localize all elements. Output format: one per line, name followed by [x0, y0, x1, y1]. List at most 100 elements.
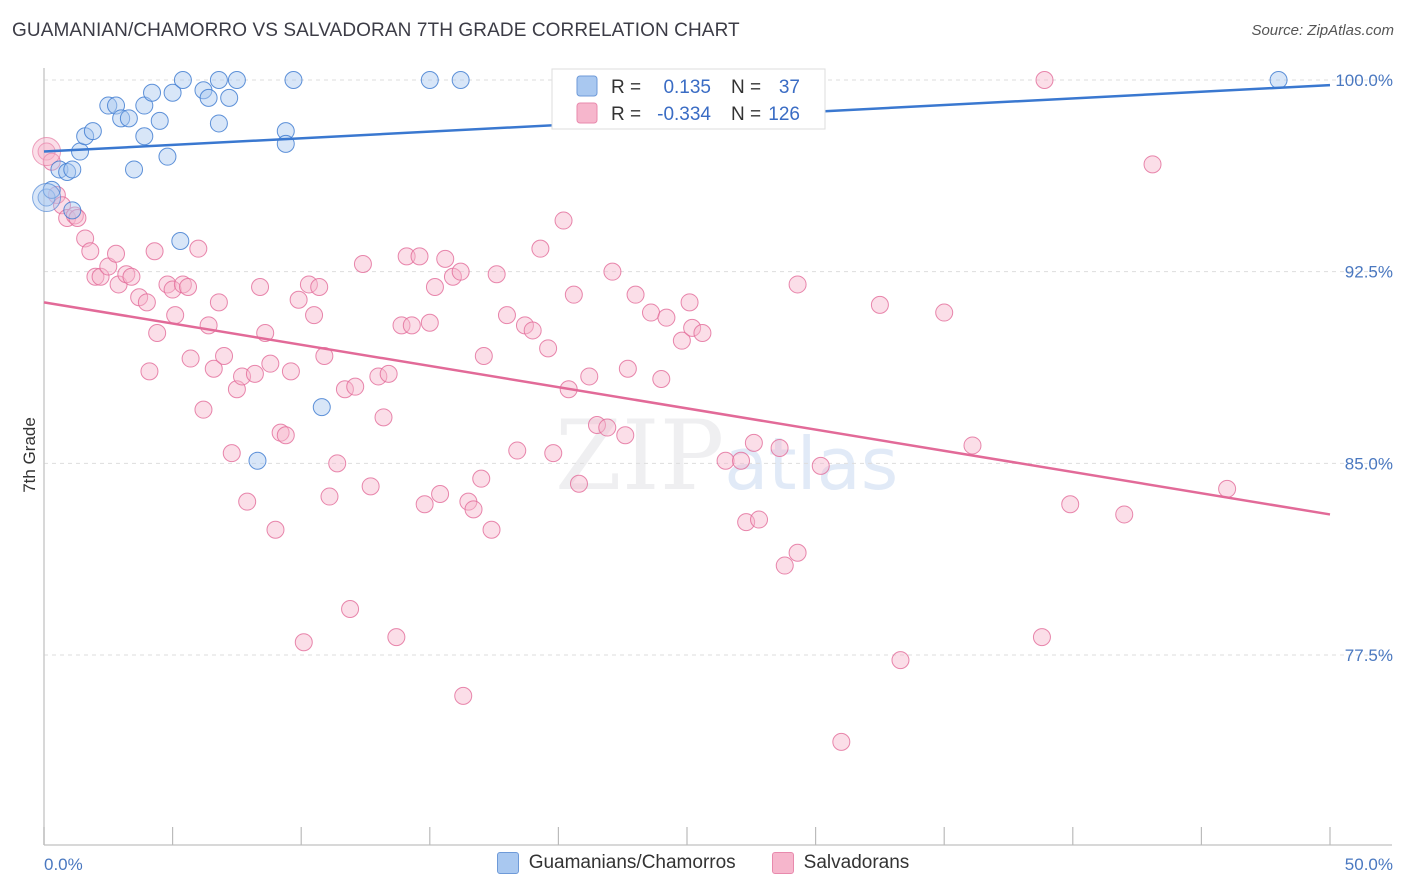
- salvadorans-point-57: [361, 477, 380, 496]
- salvadorans-point-30: [204, 359, 223, 378]
- salvadorans-point-100: [657, 308, 676, 327]
- legend-n-label-2: N =: [731, 104, 761, 125]
- source-credit: Source: ZipAtlas.com: [1251, 22, 1394, 39]
- salvadorans-point-52: [328, 454, 347, 473]
- y-tick-label-2: 92.5%: [1345, 263, 1393, 282]
- salvadorans-point-22: [163, 280, 182, 299]
- salvadorans-point-102: [680, 293, 699, 312]
- salvadorans-point-47: [299, 275, 318, 294]
- salvadorans-point-31: [209, 293, 228, 312]
- salvadorans-point-84: [531, 239, 550, 258]
- guamanians-point-26: [220, 88, 239, 107]
- salvadorans-point-66: [415, 495, 434, 514]
- salvadorans-point-55: [346, 377, 365, 396]
- salvadorans-point-8: [81, 242, 100, 261]
- salvadorans-point-37: [245, 364, 264, 383]
- guamanians-point-3: [58, 163, 77, 181]
- guamanians-point-27: [227, 71, 246, 89]
- legend-blue-swatch: [576, 75, 598, 97]
- salvadorans-point-85: [539, 339, 558, 358]
- chart-title: GUAMANIAN/CHAMORRO VS SALVADORAN 7TH GRA…: [12, 20, 740, 41]
- salvadorans-point-97: [626, 285, 645, 304]
- watermark: ZIPatlas: [555, 400, 898, 512]
- salvadorans-point-83: [523, 321, 542, 340]
- salvadorans-point-60: [379, 364, 398, 383]
- salvadorans-point-64: [402, 316, 421, 335]
- salvadorans-point-80: [497, 306, 516, 325]
- salvadorans-point-58: [369, 367, 388, 386]
- salvadorans-point-120: [1032, 628, 1051, 647]
- legend-n-value-1: 37: [779, 77, 800, 98]
- salvadorans-point-96: [618, 359, 637, 378]
- salvadorans-point-18: [140, 362, 159, 381]
- legend-item-guamanians[interactable]: Guamanians/Chamorros: [496, 852, 736, 874]
- guamanians-point-17: [150, 111, 169, 130]
- salvadorans-swatch: [771, 852, 794, 874]
- salvadorans-point-87: [554, 211, 573, 230]
- salvadorans-point-5: [65, 206, 84, 225]
- salvadorans-point-21: [158, 275, 177, 294]
- salvadorans-point-72: [451, 262, 470, 281]
- salvadorans-point-125: [1218, 479, 1237, 498]
- salvadorans-point-89: [564, 285, 583, 304]
- salvadorans-point-19: [145, 242, 164, 261]
- guamanians-swatch: [496, 852, 519, 874]
- guamanians-point-21: [173, 71, 192, 89]
- salvadorans-point-53: [335, 380, 354, 399]
- salvadorans-trend-line: [43, 301, 1331, 516]
- salvadorans-point-26: [181, 349, 200, 368]
- legend-r-value-2: -0.334: [657, 104, 711, 125]
- salvadorans-point-69: [431, 485, 450, 503]
- guamanians-point-20: [171, 232, 190, 250]
- gridlines: [44, 79, 1392, 656]
- salvadorans-point-56: [353, 255, 372, 273]
- guamanians-point-24: [209, 71, 228, 89]
- salvadorans-point-99: [652, 370, 671, 388]
- salvadorans-point-117: [891, 651, 910, 670]
- salvadorans-point-116: [870, 295, 889, 314]
- salvadorans-point-40: [261, 354, 280, 373]
- salvadorans-point-51: [320, 487, 339, 506]
- legend-r-label-1: R =: [611, 77, 641, 98]
- salvadorans-point-38: [251, 278, 270, 296]
- salvadorans-point-91: [580, 367, 599, 386]
- guamanians-point-14: [135, 127, 154, 146]
- legend-item-salvadorans[interactable]: Salvadorans: [771, 852, 909, 874]
- salvadorans-point-32: [215, 347, 234, 365]
- salvadorans-point-90: [569, 474, 588, 493]
- salvadorans-point-86: [544, 444, 563, 463]
- salvadorans-point-23: [166, 306, 185, 325]
- salvadorans-point-103: [683, 318, 702, 337]
- stats-legend: R = 0.135 N = 37 R = -0.334 N = 126: [551, 68, 826, 130]
- legend-n-value-2: 126: [768, 104, 800, 125]
- salvadorans-point-68: [425, 278, 444, 296]
- y-tick-label-3: 100.0%: [1335, 71, 1393, 90]
- x-tick-labels: 0.0% 50.0%: [44, 855, 1393, 874]
- guamanians-point-18: [158, 147, 177, 166]
- salvadorans-point-49: [310, 278, 329, 296]
- legend-r-value-1: 0.135: [663, 77, 711, 98]
- guamanians-point-8: [83, 122, 102, 141]
- guamanians-point-6: [71, 142, 90, 161]
- salvadorans-point-2: [47, 186, 66, 204]
- guamanians-point-1: [42, 180, 61, 199]
- salvadorans-point-101: [672, 331, 691, 350]
- salvadorans-point-122: [1061, 495, 1080, 514]
- salvadorans-point-14: [117, 265, 136, 284]
- guamanians-point-4: [63, 160, 82, 179]
- x-tick-label-0: 0.0%: [44, 855, 83, 874]
- salvadorans-point-41: [266, 520, 285, 539]
- legend-n-label-1: N =: [731, 77, 761, 98]
- salvadorans-point-73: [454, 686, 473, 705]
- salvadorans-point-15: [122, 267, 141, 286]
- guamanians-point-34: [451, 71, 470, 89]
- y-axis-title: 7th Grade: [20, 417, 39, 493]
- guamanians-point-11: [112, 109, 131, 128]
- salvadorans-point-105: [716, 451, 735, 470]
- salvadorans-point-109: [750, 510, 769, 529]
- salvadorans-point-95: [616, 426, 635, 445]
- salvadorans-point-79: [487, 265, 506, 284]
- guamanians-point-33: [420, 71, 439, 89]
- y-tick-label-0: 77.5%: [1345, 646, 1393, 665]
- salvadorans-point-42: [271, 423, 290, 442]
